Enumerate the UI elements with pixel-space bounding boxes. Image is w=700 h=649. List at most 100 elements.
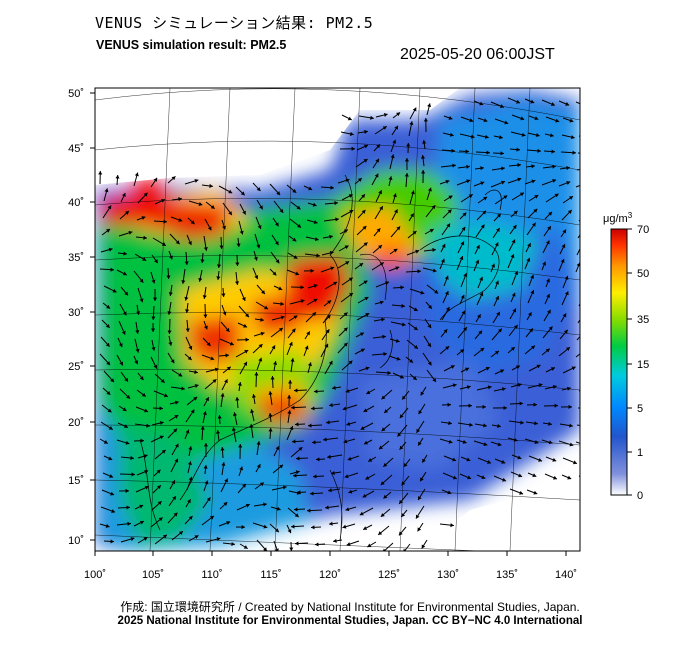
wind-arrow-head [263, 547, 267, 551]
wind-arrow-head [431, 205, 436, 210]
colorbar-gradient [610, 228, 628, 496]
wind-arrow-head [224, 478, 228, 483]
wind-arrow-head [293, 315, 298, 320]
wind-arrow-head [515, 365, 520, 370]
wind-arrow [579, 119, 580, 120]
wind-arrow-head [158, 517, 163, 522]
wind-arrow-head [470, 134, 475, 139]
wind-arrow-head [545, 240, 550, 245]
wind-arrow-head [477, 314, 481, 319]
wind-arrow-head [362, 493, 367, 498]
wind-arrow-head [567, 209, 572, 214]
wind-arrow-head [112, 288, 117, 293]
wind-arrow-head [483, 423, 487, 428]
wind-arrow-head [297, 223, 302, 228]
wind-arrow-head [156, 485, 161, 490]
wind-arrow-head [104, 188, 109, 193]
wind-arrow-head [534, 440, 539, 444]
wind-arrow-head [359, 332, 364, 337]
wind-arrow [575, 101, 580, 105]
wind-arrow-head [198, 202, 203, 206]
lat-tick-label: 30˚ [68, 307, 84, 319]
wind-arrow-head [510, 347, 515, 351]
wind-arrow-head [259, 205, 263, 210]
wind-arrow-head [580, 183, 584, 187]
wind-arrow-head [187, 461, 192, 466]
wind-arrow-head [237, 382, 242, 386]
colorbar-unit: μg/m3 [603, 211, 633, 225]
wind-arrow-head [399, 414, 404, 419]
wind-arrow-head [181, 386, 185, 391]
wind-arrow-head [184, 261, 189, 265]
wind-arrow-head [168, 342, 173, 346]
wind-arrow-head [172, 496, 176, 501]
wind-arrow-head [447, 402, 451, 407]
wind-arrow-head [413, 345, 418, 349]
wind-arrow-head [335, 217, 339, 222]
wind-arrow-head [185, 328, 190, 332]
wind-arrow-head [394, 209, 398, 214]
wind-arrow-head [291, 524, 295, 529]
wind-arrow-head [163, 219, 167, 224]
wind-arrow-head [427, 187, 432, 192]
wind-arrow-head [329, 403, 333, 408]
page-title-english: VENUS simulation result: PM2.5 [96, 38, 287, 52]
wind-arrow-head [561, 244, 566, 249]
wind-arrow-head [347, 116, 352, 121]
wind-arrow-head [427, 103, 432, 108]
wind-arrow-head [242, 210, 246, 215]
wind-arrow-head [306, 331, 310, 336]
wind-arrow-head [139, 520, 144, 525]
wind-arrow-head [141, 216, 146, 220]
wind-arrow-head [452, 383, 457, 388]
wind-arrow-head [122, 271, 127, 276]
wind-arrow-head [553, 475, 557, 480]
wind-arrow-head [348, 489, 353, 494]
wind-arrow-head [162, 534, 167, 539]
wind-arrow-head [139, 376, 144, 381]
wind-arrow-head [400, 285, 404, 290]
wind-arrow-head [499, 135, 503, 140]
wind-arrow-head [376, 228, 381, 233]
wind-arrow-head [190, 409, 195, 414]
wind-arrow-head [278, 286, 283, 291]
wind-arrow-head [238, 444, 243, 448]
wind-arrow-head [392, 193, 397, 198]
longitude-axis: 100˚ 105˚ 110˚ 115˚ 120˚ 125˚ 130˚ 135˚ … [84, 551, 577, 581]
wind-arrow [575, 184, 580, 188]
map-figure: 100˚ 105˚ 110˚ 115˚ 120˚ 125˚ 130˚ 135˚ … [68, 87, 649, 581]
wind-arrow-head [367, 543, 372, 548]
wind-arrow-head [243, 545, 248, 549]
wind-arrow-head [223, 502, 228, 507]
wind-arrow-head [567, 475, 572, 480]
wind-arrow-head [418, 441, 422, 446]
wind-arrow-head [151, 328, 156, 332]
wind-arrow-head [365, 475, 370, 480]
wind-arrow-head [203, 465, 208, 469]
wind-arrow-head [205, 397, 209, 402]
wind-arrow-head [497, 423, 501, 428]
wind-arrow-head [292, 237, 297, 242]
wind-arrow-head [217, 415, 222, 419]
wind-arrow-head [274, 222, 279, 227]
wind-arrow-head [360, 348, 365, 353]
wind-arrow-head [547, 309, 551, 314]
wind-arrow-head [428, 304, 432, 309]
wind-arrow-head [163, 393, 168, 398]
wind-arrow-head [398, 531, 403, 536]
wind-arrow-head [500, 369, 505, 374]
wind-arrow-head [583, 424, 587, 428]
wind-arrow-head [327, 454, 331, 459]
wind-arrow-head [401, 481, 406, 486]
wind-arrow-head [535, 133, 540, 138]
wind-arrow-head [380, 512, 385, 517]
wind-arrow-head [533, 208, 538, 213]
wind-arrow-head [203, 314, 208, 318]
colorbar-label: 1 [637, 447, 643, 459]
wind-arrow-head [569, 423, 573, 428]
wind-arrow-head [185, 309, 190, 313]
wind-arrow-head [304, 345, 309, 350]
wind-arrow-head [552, 457, 557, 462]
wind-arrow-head [582, 227, 586, 231]
wind-arrow-head [254, 275, 259, 280]
